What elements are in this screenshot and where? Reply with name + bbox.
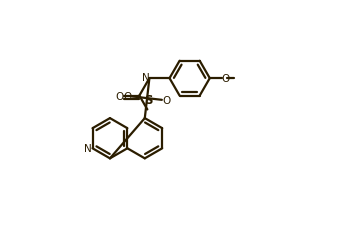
Text: O: O	[162, 96, 171, 106]
Text: O: O	[124, 92, 132, 101]
Text: S: S	[144, 93, 153, 106]
Text: N: N	[142, 73, 149, 83]
Text: O: O	[221, 74, 229, 84]
Text: O: O	[115, 91, 124, 101]
Text: N: N	[84, 143, 91, 153]
